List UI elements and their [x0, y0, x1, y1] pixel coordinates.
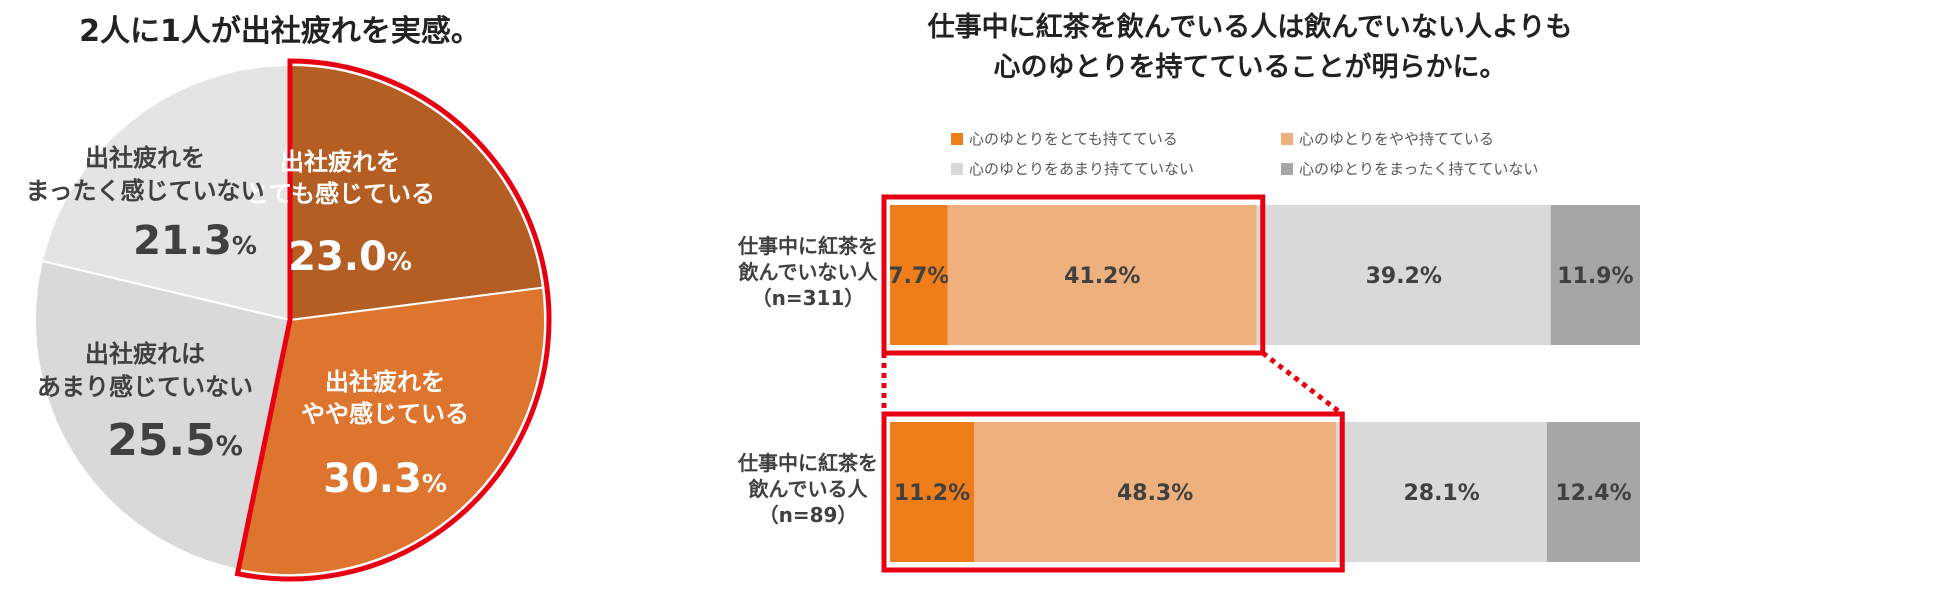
- category-label-1-1: 飲んでいる人: [748, 477, 869, 501]
- bar-highlight-box-0: [881, 194, 1266, 356]
- legend-swatch-3: [1281, 163, 1293, 175]
- pie-slice-label-3-0: 出社疲れを: [85, 144, 205, 172]
- category-label-0-2: （n=311）: [752, 286, 865, 310]
- pie-slice-label-1-1: やや感じている: [301, 400, 469, 428]
- pie-slice-value-1: 30.3%: [323, 456, 447, 502]
- pie-slice-label-0-1: とても感じている: [245, 180, 435, 208]
- pie-slice-1: [237, 286, 546, 576]
- bar-value-label-0-0: 7.7%: [888, 264, 949, 289]
- category-label-0-1: 飲んでいない人: [738, 260, 879, 284]
- pie-slice-label-2-1: あまり感じていない: [37, 373, 253, 401]
- bar-segment-1-2: [1336, 422, 1547, 562]
- legend-swatch-0: [951, 133, 963, 145]
- bar-segment-0-2: [1256, 205, 1551, 345]
- bar-value-label-1-0: 11.2%: [894, 481, 970, 506]
- pie-chart-title: 2人に1人が出社疲れを実感。: [79, 14, 481, 49]
- legend-label-3: 心のゆとりをまったく持てていない: [1299, 160, 1538, 178]
- legend-label-1: 心のゆとりをやや持てている: [1299, 130, 1494, 148]
- legend-swatch-2: [951, 163, 963, 175]
- bar-value-label-1-1: 48.3%: [1117, 481, 1193, 506]
- pie-slice-0: [289, 63, 545, 322]
- pie-slice-label-1-0: 出社疲れを: [325, 368, 445, 396]
- bar-value-label-0-1: 41.2%: [1064, 264, 1140, 289]
- bar-segment-0-1: [947, 205, 1257, 345]
- legend-swatch-1: [1281, 133, 1293, 145]
- bar-value-label-1-3: 12.4%: [1555, 481, 1631, 506]
- bar-value-label-0-2: 39.2%: [1366, 264, 1442, 289]
- bar-segment-1-0: [890, 422, 974, 562]
- pie-slice-3: [40, 63, 291, 322]
- pie-slice-value-3: 21.3%: [133, 218, 257, 264]
- legend-label-2: 心のゆとりをあまり持てていない: [969, 160, 1194, 178]
- bar-chart-title-line1: 仕事中に紅茶を飲んでいる人は飲んでいない人よりも: [927, 12, 1573, 43]
- category-label-1-0: 仕事中に紅茶を: [737, 451, 878, 475]
- bar-value-label-0-3: 11.9%: [1557, 264, 1633, 289]
- bar-segment-1-1: [974, 422, 1337, 562]
- pie-slice-2: [34, 259, 292, 571]
- bar-highlight-box-1: [881, 411, 1345, 573]
- bar-value-label-1-2: 28.1%: [1403, 481, 1479, 506]
- bar-chart-title-line2: 心のゆとりを持てていることが明らかに。: [993, 52, 1507, 83]
- category-label-1-2: （n=89）: [759, 503, 858, 527]
- pie-highlight-outline: [234, 58, 552, 582]
- category-label-0-0: 仕事中に紅茶を: [737, 234, 878, 258]
- legend-label-0: 心のゆとりをとても持てている: [969, 130, 1178, 148]
- pie-slice-label-3-1: まったく感じていない: [25, 177, 264, 205]
- bar-chart-title: 仕事中に紅茶を飲んでいる人は飲んでいない人よりも 心のゆとりを持てていることが明…: [840, 8, 1660, 88]
- pie-slice-value-0: 23.0%: [288, 234, 412, 280]
- pie-slice-label-2-0: 出社疲れは: [85, 340, 205, 368]
- pie-slice-value-2: 25.5%: [107, 415, 243, 466]
- connector-right: [1261, 351, 1344, 416]
- bar-segment-0-0: [890, 205, 948, 345]
- pie-slice-label-0-0: 出社疲れを: [280, 148, 400, 176]
- bar-segment-1-3: [1547, 422, 1640, 562]
- bar-segment-0-3: [1550, 205, 1640, 345]
